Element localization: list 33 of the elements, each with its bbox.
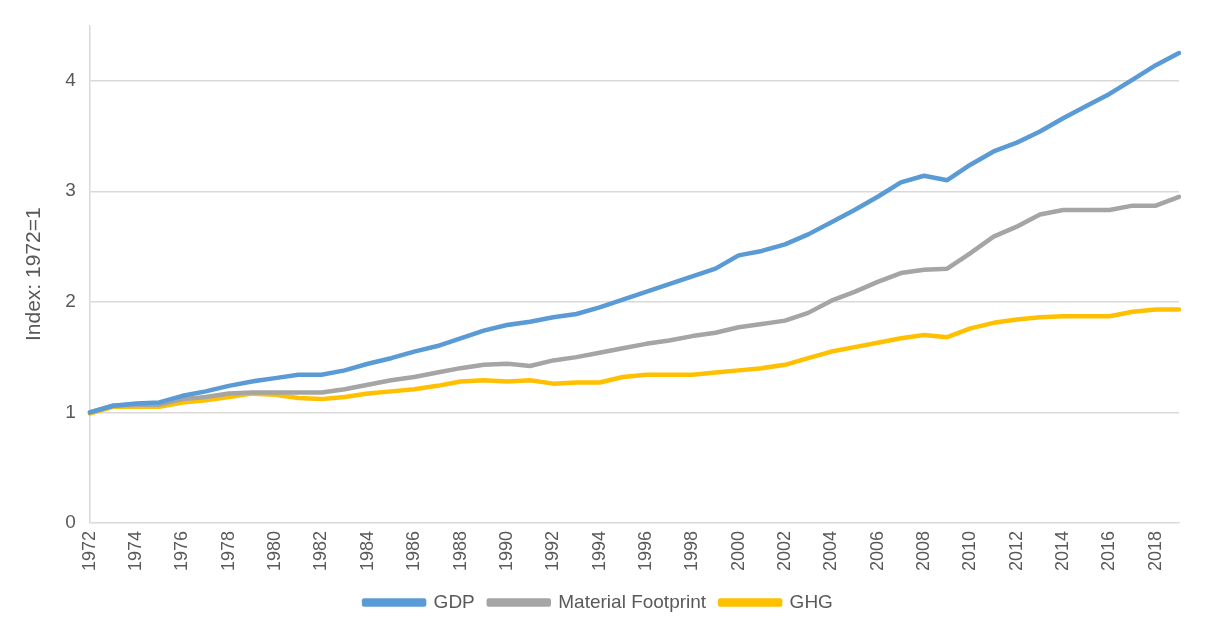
y-axis-title: Index: 1972=1 — [21, 207, 45, 342]
y-tick-label: 3 — [65, 179, 76, 201]
x-tick-label: 2014 — [1052, 530, 1073, 571]
x-tick-label: 2012 — [1005, 530, 1026, 571]
x-tick-label: 2000 — [727, 530, 748, 571]
x-tick-label: 1982 — [310, 530, 331, 571]
y-tick-label: 4 — [65, 68, 77, 90]
x-tick-label: 1992 — [542, 530, 563, 571]
x-tick-label: 2018 — [1144, 530, 1165, 571]
x-tick-label: 1976 — [171, 530, 192, 571]
x-tick-label: 2010 — [959, 530, 980, 571]
x-tick-label: 2004 — [820, 530, 841, 571]
x-tick-label: 2008 — [913, 530, 934, 571]
x-tick-label: 1978 — [217, 530, 238, 571]
x-tick-label: 1998 — [681, 530, 702, 571]
legend-label: GHG — [789, 590, 833, 612]
x-tick-label: 1996 — [634, 530, 655, 571]
x-tick-label: 1986 — [403, 530, 424, 571]
x-tick-label: 1972 — [78, 530, 99, 571]
x-tick-label: 2002 — [773, 530, 794, 571]
x-tick-label: 1980 — [264, 530, 285, 571]
legend-label: GDP — [433, 590, 475, 612]
x-tick-label: 1990 — [495, 530, 516, 571]
x-tick-label: 2016 — [1098, 530, 1119, 571]
y-tick-label: 0 — [65, 511, 76, 533]
legend-label: Material Footprint — [558, 590, 707, 612]
y-tick-label: 2 — [65, 290, 76, 312]
x-tick-label: 1974 — [125, 530, 146, 571]
x-tick-label: 1984 — [356, 530, 377, 571]
x-tick-label: 1988 — [449, 530, 470, 571]
x-tick-label: 1994 — [588, 530, 609, 571]
x-tick-label: 2006 — [866, 530, 887, 571]
y-tick-label: 1 — [65, 400, 76, 422]
